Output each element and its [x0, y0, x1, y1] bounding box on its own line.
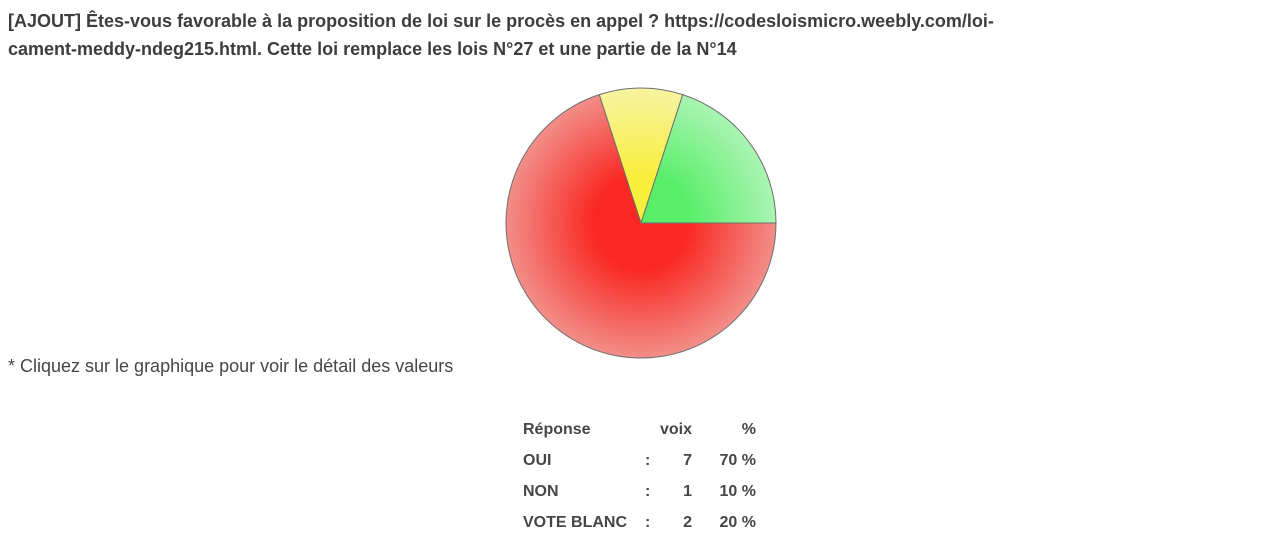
table-row-oui: OUI : 7 70 %	[523, 445, 756, 476]
col-header-voix: voix	[659, 420, 692, 438]
row-voix-value: 1	[683, 482, 692, 500]
row-label: VOTE BLANC	[523, 513, 627, 531]
results-table: Réponse voix % OUI : 7 70 % NON : 1 10 %…	[523, 414, 756, 538]
row-voix-value: 2	[683, 513, 692, 531]
row-pct-value: 10 %	[719, 482, 756, 500]
row-voix-value: 7	[683, 451, 692, 469]
pie-chart[interactable]	[504, 86, 778, 360]
poll-question-line-1: [AJOUT] Êtes-vous favorable à la proposi…	[8, 11, 994, 31]
table-row-vote-blanc: VOTE BLANC : 2 20 %	[523, 507, 756, 538]
poll-question-line-2: cament-meddy-ndeg215.html. Cette loi rem…	[8, 39, 737, 59]
row-separator: :	[645, 513, 651, 531]
col-header-pct: %	[741, 420, 756, 438]
row-label: NON	[523, 482, 559, 500]
pie-slice-non[interactable]	[598, 87, 684, 224]
row-pct-value: 70 %	[719, 451, 756, 469]
chart-click-hint: * Cliquez sur le graphique pour voir le …	[8, 356, 454, 376]
pie-slice-oui[interactable]	[505, 94, 777, 359]
pie-chart-svg[interactable]	[504, 86, 778, 360]
poll-question: [AJOUT] Êtes-vous favorable à la proposi…	[8, 7, 1248, 63]
row-separator: :	[645, 482, 651, 500]
row-label: OUI	[523, 451, 552, 469]
row-separator: :	[645, 451, 651, 469]
col-header-reponse: Réponse	[523, 420, 591, 438]
table-row-non: NON : 1 10 %	[523, 476, 756, 507]
row-pct-value: 20 %	[719, 513, 756, 531]
pie-slice-vote-blanc[interactable]	[640, 94, 777, 224]
results-header-row: Réponse voix %	[523, 414, 756, 445]
